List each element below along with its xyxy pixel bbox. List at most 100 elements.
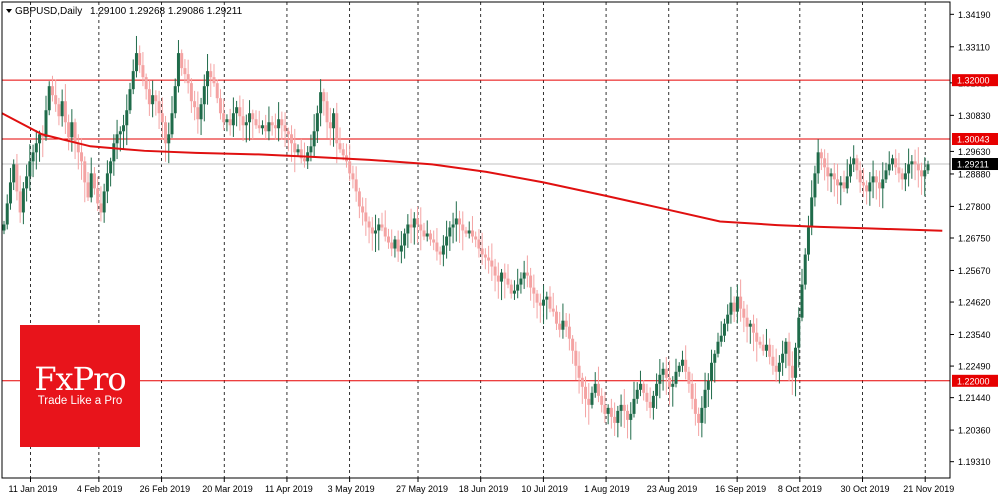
candle-body — [409, 224, 413, 228]
candle-body — [176, 53, 180, 87]
level-label: 1.22000 — [957, 376, 990, 386]
candle-body — [483, 254, 487, 258]
dropdown-triangle-icon — [6, 9, 12, 13]
candle-body — [144, 77, 148, 90]
candle-body — [448, 227, 452, 237]
candle-body — [286, 131, 290, 135]
candle-body — [577, 365, 581, 378]
candle-body — [361, 206, 365, 213]
candle-body — [794, 347, 798, 378]
chart-symbol: GBPUSD,Daily — [15, 6, 82, 17]
candle-body — [826, 167, 830, 177]
candle-body — [839, 182, 843, 186]
candle-body — [758, 341, 762, 345]
candle-body — [348, 161, 352, 174]
candle-body — [774, 365, 778, 372]
candle-body — [823, 158, 827, 168]
candle-body — [57, 104, 61, 117]
candle-body — [535, 293, 539, 303]
candle-body — [587, 398, 591, 405]
x-tick-label: 16 Sep 2019 — [715, 484, 766, 494]
candle-body — [147, 89, 151, 105]
candle-body — [626, 410, 630, 420]
candle-body — [551, 308, 555, 312]
candle-body — [732, 302, 736, 312]
y-tick-label: 1.24620 — [958, 298, 991, 308]
candle-body — [842, 182, 846, 189]
y-tick-label: 1.22490 — [958, 362, 991, 372]
candle-body — [215, 83, 219, 99]
candle-body — [545, 296, 549, 300]
y-tick-label: 1.26750 — [958, 234, 991, 244]
candle-body — [829, 173, 833, 177]
candle-body — [109, 161, 113, 174]
candle-body — [432, 239, 436, 243]
y-tick-label: 1.23540 — [958, 330, 991, 340]
candle-body — [193, 101, 197, 108]
candle-body — [319, 92, 323, 114]
candle-body — [212, 77, 216, 84]
candle-body — [609, 407, 613, 417]
candle-body — [231, 113, 235, 126]
candle-body — [645, 392, 649, 402]
candle-body — [183, 68, 187, 75]
candle-body — [574, 350, 578, 366]
candle-body — [729, 302, 733, 315]
candle-body — [105, 173, 109, 192]
candle-body — [916, 164, 920, 171]
candle-body — [881, 179, 885, 189]
y-axis: 1.341901.331101.319101.308301.296301.288… — [950, 10, 998, 467]
candle-body — [267, 122, 271, 132]
candle-body — [674, 371, 678, 384]
candle-body — [302, 158, 306, 162]
x-tick-label: 10 Jul 2019 — [521, 484, 568, 494]
candle-body — [118, 131, 122, 135]
candle-body — [290, 134, 294, 144]
moving-average-line — [1, 112, 943, 232]
candle-body — [664, 368, 668, 378]
candle-body — [865, 185, 869, 192]
candle-body — [878, 182, 882, 189]
candle-body — [115, 134, 119, 144]
candle-body — [745, 317, 749, 327]
candle-body — [44, 110, 48, 138]
candle-body — [128, 89, 132, 111]
candle-body — [315, 113, 319, 132]
candle-body — [622, 404, 626, 411]
candle-body — [406, 224, 410, 234]
x-tick-label: 26 Feb 2019 — [140, 484, 191, 494]
candle-body — [312, 131, 316, 147]
candle-body — [684, 359, 688, 372]
candle-body — [596, 383, 600, 396]
level-label: 1.32000 — [957, 76, 990, 86]
candle-body — [50, 86, 54, 96]
candle-body — [157, 101, 161, 114]
candle-body — [296, 149, 300, 153]
candle-body — [752, 323, 756, 333]
candle-body — [832, 173, 836, 180]
candle-body — [412, 218, 416, 228]
candles — [2, 35, 930, 440]
candle-body — [28, 161, 32, 177]
candle-body — [600, 395, 604, 405]
y-tick-label: 1.30830 — [958, 111, 991, 121]
candle-body — [441, 245, 445, 255]
candle-body — [790, 365, 794, 378]
candle-body — [525, 272, 529, 276]
candle-body — [403, 233, 407, 246]
candle-body — [871, 176, 875, 183]
candle-body — [160, 113, 164, 123]
candle-body — [710, 362, 714, 381]
candle-body — [529, 275, 533, 288]
chart-ohlc: 1.29100 1.29268 1.29086 1.29211 — [90, 6, 243, 17]
candle-body — [613, 416, 617, 423]
candle-body — [332, 113, 336, 129]
candle-body — [920, 170, 924, 177]
level-label-bg — [952, 132, 998, 145]
candle-body — [693, 398, 697, 414]
candle-body — [852, 158, 856, 165]
candle-body — [836, 179, 840, 186]
candle-body — [564, 320, 568, 327]
candle-body — [532, 287, 536, 294]
